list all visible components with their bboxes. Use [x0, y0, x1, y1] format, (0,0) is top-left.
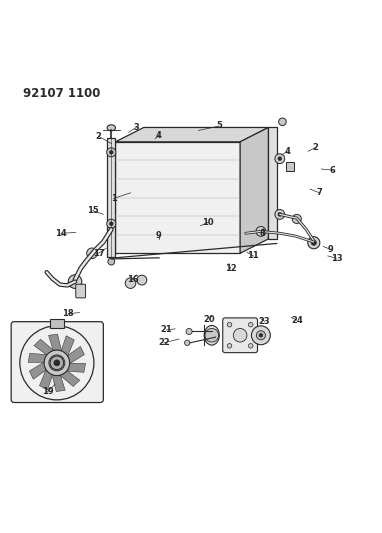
- Circle shape: [227, 322, 232, 327]
- Circle shape: [248, 344, 253, 348]
- Circle shape: [107, 219, 116, 228]
- Text: 10: 10: [202, 218, 214, 227]
- Circle shape: [251, 326, 270, 345]
- Text: 16: 16: [126, 275, 138, 284]
- Text: 11: 11: [248, 252, 259, 261]
- Circle shape: [107, 148, 116, 157]
- Circle shape: [308, 237, 320, 249]
- Circle shape: [68, 275, 82, 288]
- Text: 6: 6: [330, 166, 336, 175]
- Polygon shape: [28, 353, 54, 362]
- Circle shape: [49, 355, 65, 371]
- Circle shape: [256, 331, 265, 340]
- Circle shape: [275, 154, 285, 164]
- Circle shape: [109, 222, 113, 225]
- Circle shape: [278, 118, 286, 126]
- Text: 23: 23: [259, 317, 270, 326]
- Circle shape: [259, 333, 263, 337]
- Polygon shape: [49, 334, 63, 358]
- Polygon shape: [34, 339, 59, 358]
- Polygon shape: [50, 368, 65, 392]
- Text: 17: 17: [92, 249, 104, 258]
- Text: 15: 15: [87, 206, 99, 215]
- FancyBboxPatch shape: [50, 319, 64, 328]
- FancyBboxPatch shape: [269, 127, 277, 239]
- Circle shape: [278, 157, 282, 160]
- Text: 92107 1100: 92107 1100: [23, 87, 100, 100]
- Ellipse shape: [204, 326, 219, 345]
- Polygon shape: [60, 336, 74, 362]
- Circle shape: [44, 350, 70, 376]
- Text: 4: 4: [285, 147, 290, 156]
- Polygon shape: [64, 346, 84, 367]
- Circle shape: [54, 360, 60, 366]
- Polygon shape: [29, 358, 50, 379]
- Polygon shape: [60, 363, 86, 373]
- Text: 9: 9: [156, 231, 162, 240]
- Circle shape: [311, 240, 316, 245]
- Circle shape: [248, 322, 253, 327]
- Text: 4: 4: [156, 131, 162, 140]
- Circle shape: [186, 328, 192, 335]
- Ellipse shape: [107, 125, 115, 131]
- Text: 20: 20: [203, 315, 215, 324]
- Circle shape: [205, 328, 219, 342]
- Text: 21: 21: [160, 326, 172, 335]
- Text: 22: 22: [158, 338, 170, 348]
- Circle shape: [87, 248, 97, 259]
- Circle shape: [185, 340, 190, 345]
- Text: 18: 18: [62, 309, 74, 318]
- Text: 24: 24: [291, 316, 303, 325]
- FancyBboxPatch shape: [286, 162, 294, 171]
- FancyBboxPatch shape: [107, 138, 115, 257]
- Text: 13: 13: [331, 254, 342, 263]
- Circle shape: [109, 150, 113, 154]
- Text: 2: 2: [96, 132, 101, 141]
- Text: 1: 1: [111, 194, 117, 203]
- Text: 5: 5: [216, 122, 222, 131]
- Polygon shape: [115, 127, 269, 142]
- Text: 2: 2: [313, 143, 319, 152]
- Circle shape: [227, 344, 232, 348]
- Text: 9: 9: [328, 245, 333, 254]
- FancyBboxPatch shape: [223, 318, 257, 353]
- Text: 7: 7: [317, 188, 322, 197]
- Text: 3: 3: [133, 123, 139, 132]
- Text: 12: 12: [225, 264, 236, 273]
- Circle shape: [292, 214, 301, 223]
- Polygon shape: [55, 368, 80, 386]
- Text: 14: 14: [55, 229, 66, 238]
- FancyBboxPatch shape: [115, 142, 240, 253]
- Circle shape: [50, 356, 64, 370]
- Circle shape: [137, 275, 147, 285]
- FancyBboxPatch shape: [76, 284, 86, 298]
- Polygon shape: [39, 363, 54, 390]
- Circle shape: [278, 213, 282, 216]
- Circle shape: [108, 258, 115, 265]
- Circle shape: [125, 278, 136, 288]
- Circle shape: [233, 328, 247, 342]
- FancyBboxPatch shape: [11, 321, 104, 402]
- Text: 8: 8: [260, 229, 265, 238]
- Circle shape: [275, 209, 285, 219]
- Text: 19: 19: [42, 387, 53, 397]
- Circle shape: [256, 227, 266, 236]
- Polygon shape: [240, 127, 269, 253]
